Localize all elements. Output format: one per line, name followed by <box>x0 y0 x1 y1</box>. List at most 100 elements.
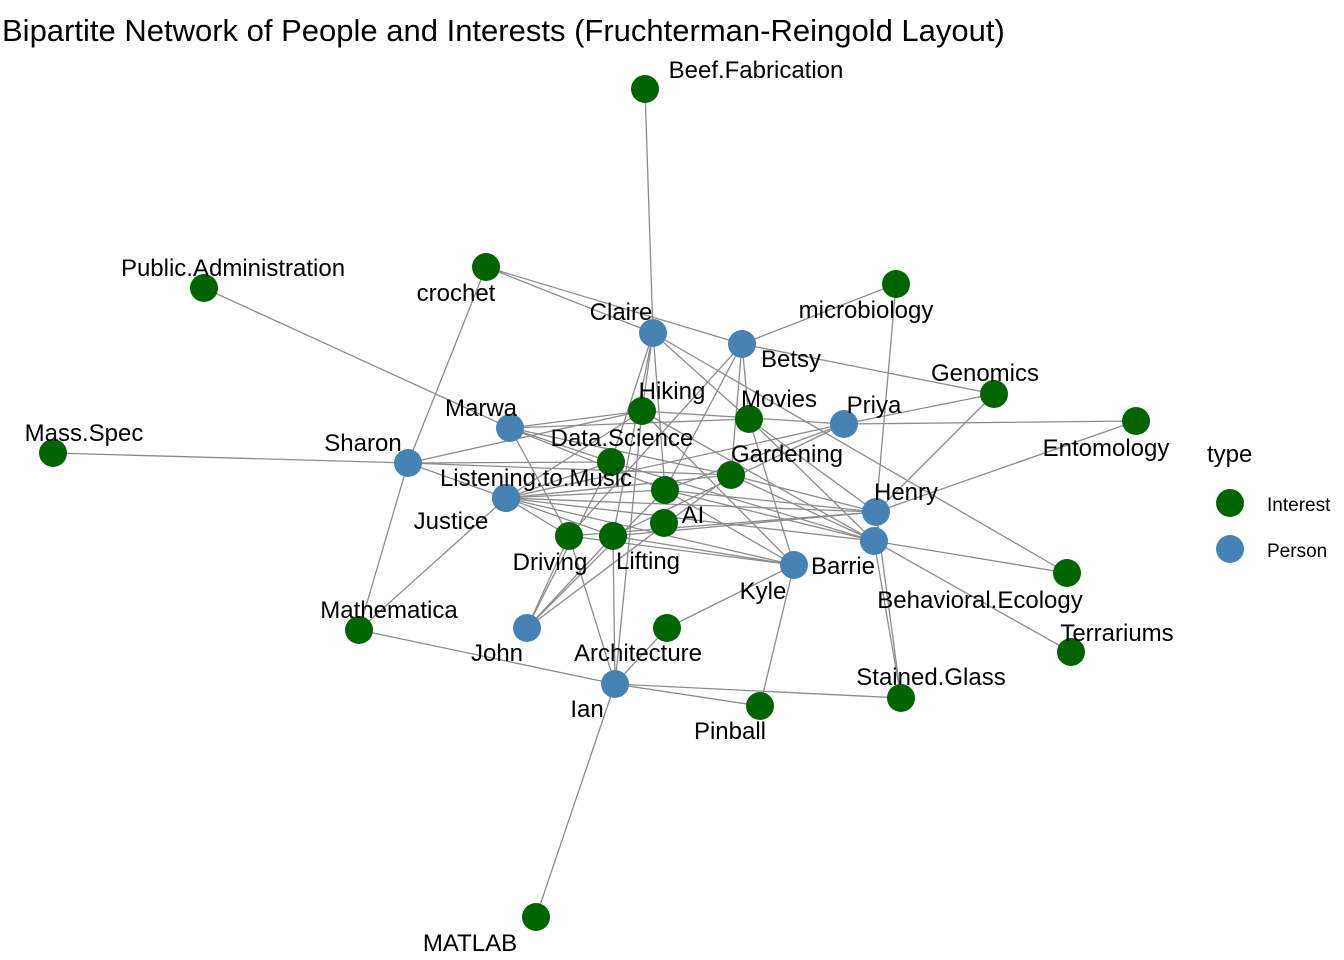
node-crochet <box>472 253 500 281</box>
label-stained-glass: Stained.Glass <box>856 664 1005 691</box>
edge-claire-behavioral-ecology <box>652 332 1068 574</box>
node-public-administration <box>190 274 218 302</box>
edge-justice-gardening <box>505 474 732 499</box>
edge-barrie-terrariums <box>873 540 1072 653</box>
edge-barrie-hiking <box>641 410 875 542</box>
edge-ian-pinball <box>614 683 761 707</box>
node-terrariums <box>1057 638 1085 666</box>
label-entomology: Entomology <box>1043 435 1170 462</box>
edge-barrie-gardening <box>730 474 875 542</box>
label-john: John <box>471 640 523 667</box>
node-priya <box>830 410 858 438</box>
label-mathematica: Mathematica <box>320 597 458 624</box>
edge-sharon-mathematica <box>358 462 409 631</box>
labels-layer: Beef.Fabrication Public.Administration cro… <box>25 57 1174 957</box>
label-ian: Ian <box>570 696 603 723</box>
edge-priya-entomology <box>843 420 1137 425</box>
edge-kyle-listening-to-music <box>505 497 795 566</box>
edge-barrie-data-science <box>610 461 875 542</box>
node-betsy <box>728 330 756 358</box>
legend-title: type <box>1207 441 1252 468</box>
label-architecture: Architecture <box>574 640 702 667</box>
label-matlab: MATLAB <box>423 930 517 957</box>
node-kyle <box>780 551 808 579</box>
edge-henry-microbiology <box>875 283 897 513</box>
label-public-administration: Public.Administration <box>121 255 345 282</box>
edge-claire-beef-fabrication <box>644 88 654 334</box>
edge-marwa-hiking <box>509 410 643 429</box>
edge-henry-gardening <box>730 474 877 513</box>
edge-marwa-data-science <box>509 427 612 463</box>
label-mass-spec: Mass.Spec <box>25 420 144 447</box>
node-sharon <box>394 449 422 477</box>
edge-justice-ai <box>505 489 666 499</box>
legend-label-interest: Interest <box>1267 495 1331 516</box>
label-microbiology: microbiology <box>799 297 934 324</box>
edge-ian-hiking <box>614 410 643 685</box>
label-genomics: Genomics <box>931 360 1039 387</box>
edge-ian-lifting <box>612 535 616 685</box>
edge-barrie-behavioral-ecology <box>873 540 1068 574</box>
label-priya: Priya <box>847 392 902 419</box>
node-marwa <box>496 414 524 442</box>
edge-ian-stained-glass <box>614 683 902 699</box>
edge-henry-movies <box>748 418 877 513</box>
edge-betsy-ai <box>664 343 743 491</box>
edge-priya-genomics <box>843 393 995 425</box>
label-terrariums: Terrariums <box>1060 620 1173 647</box>
edge-john-lifting <box>526 535 614 629</box>
edge-marwa-public-administration <box>203 287 511 429</box>
node-mathematica <box>345 616 373 644</box>
edge-henry-entomology <box>875 420 1137 513</box>
edge-john-ai <box>526 489 666 629</box>
edge-sharon-gardening <box>407 462 732 476</box>
edge-kyle-movies <box>748 418 795 566</box>
edge-sharon-listening-to-music <box>407 462 507 499</box>
label-marwa: Marwa <box>445 395 518 422</box>
edge-claire-crochet <box>485 266 654 334</box>
edge-marwa-movies <box>509 418 750 429</box>
node-john <box>513 614 541 642</box>
edge-betsy-microbiology <box>741 283 897 345</box>
label-behavioral-ecology: Behavioral.Ecology <box>877 587 1082 614</box>
label-justice: Justice <box>414 508 489 535</box>
edge-john-gardening <box>526 474 732 629</box>
node-gardening <box>717 461 745 489</box>
edge-justice-lifting <box>505 497 614 537</box>
label-listening-to-music: Listening.to.Music <box>440 465 632 492</box>
node-movies <box>735 405 763 433</box>
node-justice <box>492 484 520 512</box>
edge-justice-mathematica <box>358 497 507 631</box>
node-architecture <box>653 614 681 642</box>
edge-kyle-hiking <box>641 410 795 566</box>
node-stained-glass <box>887 684 915 712</box>
edge-claire-movies <box>652 332 750 420</box>
node-claire <box>639 319 667 347</box>
legend-key-interest <box>1216 489 1244 517</box>
chart-title: Bipartite Network of People and Interest… <box>2 13 1005 48</box>
edge-ian-matlab <box>535 683 616 918</box>
label-crochet: crochet <box>417 280 496 307</box>
node-driving <box>555 522 583 550</box>
node-data-science <box>597 448 625 476</box>
label-sharon: Sharon <box>324 430 401 457</box>
label-gardening: Gardening <box>731 441 843 468</box>
label-lifting: Lifting <box>616 548 680 575</box>
node-ai-secondary <box>650 509 678 537</box>
node-henry <box>862 498 890 526</box>
edge-betsy-driving <box>568 343 743 537</box>
node-lifting <box>599 522 627 550</box>
node-entomology <box>1122 407 1150 435</box>
label-barrie: Barrie <box>811 553 875 580</box>
edge-kyle-pinball <box>759 564 795 707</box>
edge-priya-listening-to-music <box>505 423 845 499</box>
node-matlab <box>522 903 550 931</box>
label-kyle: Kyle <box>740 578 787 605</box>
legend: type Interest Person <box>1207 441 1331 563</box>
edge-barrie-listening-to-music <box>505 497 875 542</box>
label-beef-fabrication: Beef.Fabrication <box>669 57 844 84</box>
edge-henry-genomics <box>875 393 995 513</box>
edge-claire-data-science <box>610 332 654 463</box>
edge-barrie-movies <box>748 418 875 542</box>
